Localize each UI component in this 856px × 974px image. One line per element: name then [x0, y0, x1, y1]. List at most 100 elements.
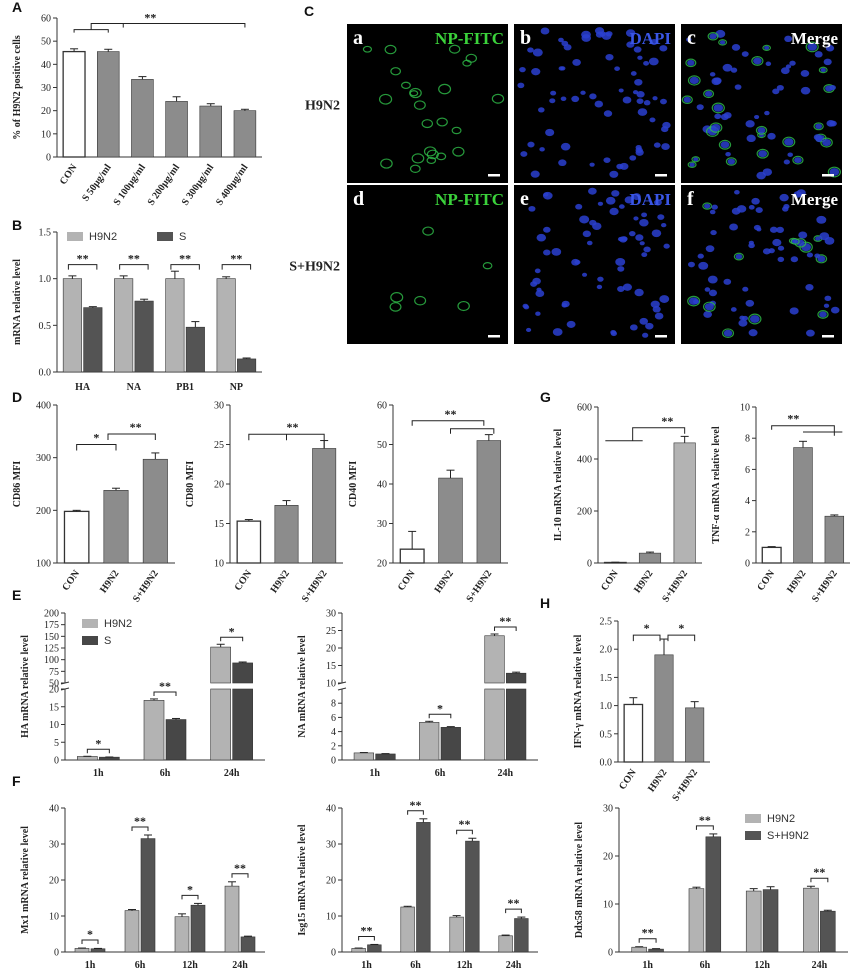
np-stain: [413, 100, 426, 110]
x-tick-label: S 100μg/ml: [112, 162, 148, 207]
bar: [631, 946, 647, 953]
bar: [236, 520, 262, 564]
nucleus: [755, 207, 763, 213]
nucleus: [558, 37, 564, 43]
nucleus: [687, 59, 695, 66]
y-tick-label: 0.0: [600, 758, 613, 769]
nucleus: [783, 159, 790, 165]
x-tick-label: 24h: [812, 960, 828, 971]
nucleus: [625, 29, 636, 37]
nucleus: [575, 203, 583, 210]
nucleus: [634, 288, 644, 297]
y-tick-label: 0.5: [39, 321, 52, 332]
x-tick-label: H9N2: [98, 568, 121, 595]
nucleus: [614, 66, 620, 71]
bar: [506, 688, 527, 761]
x-tick-label: CON: [58, 162, 80, 187]
y-tick-label: 30: [326, 840, 336, 851]
nucleus: [742, 315, 749, 321]
np-stain: [762, 44, 772, 52]
nucleus: [594, 100, 604, 108]
nucleus: [571, 258, 580, 266]
nucleus: [693, 299, 700, 305]
np-stain: [414, 295, 427, 306]
bar: [514, 918, 529, 953]
y-axis-label: HA mRNA relative level: [20, 635, 31, 738]
np-stain: [815, 254, 828, 264]
x-tick-label: 1h: [369, 768, 380, 779]
significance-marker: *: [187, 882, 193, 896]
bar: [143, 700, 165, 761]
significance-bracket: [90, 23, 246, 30]
nucleus: [543, 226, 551, 233]
significance-marker: *: [437, 701, 443, 715]
chart-F2: 0 10 20 30 40 Isg15 mRNA relative level 1h 6h 12…: [297, 798, 538, 971]
nucleus: [801, 243, 812, 252]
nucleus: [582, 230, 592, 238]
y-tick-label: 0: [745, 559, 750, 570]
tile-label: DAPI: [629, 190, 671, 209]
x-tick-label: H9N2: [646, 767, 669, 794]
y-axis-label: CD40 MFI: [348, 461, 359, 507]
np-stain: [436, 117, 448, 127]
y-tick-label: 1.0: [600, 701, 613, 712]
nucleus: [558, 66, 565, 71]
y-tick-label: 60: [377, 401, 387, 412]
panel-label-E: E: [12, 587, 21, 603]
bar: [62, 50, 86, 158]
x-tick-label: 24h: [232, 960, 248, 971]
np-stain: [423, 146, 437, 157]
significance-marker: **: [77, 252, 89, 266]
significance-bracket: [76, 444, 117, 451]
nucleus: [764, 110, 770, 116]
nucleus: [729, 223, 738, 231]
y-tick-label: 40: [326, 804, 336, 815]
significance-bracket: [221, 264, 252, 270]
y-tick-label: 20: [603, 852, 613, 863]
nucleus: [769, 226, 778, 233]
y-tick-label: 5: [54, 738, 59, 749]
tile-letter: f: [687, 188, 694, 210]
nucleus: [746, 134, 756, 143]
significance-marker: **: [699, 813, 711, 827]
nucleus: [708, 289, 718, 297]
y-axis-label: Ddx58 mRNA relative level: [574, 822, 585, 938]
nucleus: [654, 199, 662, 206]
bar: [419, 722, 440, 761]
micrograph-background: [347, 185, 508, 344]
nucleus: [796, 239, 805, 247]
nucleus: [626, 41, 635, 48]
nucleus: [639, 317, 649, 325]
y-tick-label: 20: [377, 559, 387, 570]
y-axis-label: CD80 MFI: [185, 461, 196, 507]
significance-marker: **: [642, 926, 654, 940]
nucleus: [659, 98, 667, 105]
significance-marker: **: [508, 896, 520, 910]
nucleus: [714, 113, 722, 120]
x-tick-label: 6h: [700, 960, 711, 971]
micrograph-tile: a NP-FITC: [347, 24, 508, 183]
nucleus: [830, 306, 840, 314]
y-tick-label: 4: [331, 727, 336, 738]
bar: [224, 885, 240, 953]
nucleus: [790, 256, 799, 263]
significance-bracket: [181, 894, 199, 900]
nucleus: [580, 90, 586, 95]
np-stain: [817, 310, 829, 319]
nucleus: [520, 151, 528, 157]
bar: [237, 358, 257, 373]
x-tick-label: 12h: [457, 960, 473, 971]
significance-bracket: [771, 425, 835, 436]
y-tick-label: 0: [331, 756, 336, 767]
nucleus: [536, 233, 547, 242]
nucleus: [517, 82, 525, 89]
bar: [484, 635, 505, 684]
nucleus: [787, 152, 793, 157]
panel-label-G: G: [540, 389, 551, 405]
significance-bracket: [107, 433, 156, 440]
y-tick-label: 50: [41, 37, 51, 48]
x-tick-label: 12h: [754, 960, 770, 971]
bar: [484, 688, 505, 761]
significance-bracket: [358, 935, 375, 941]
significance-marker: **: [661, 414, 673, 428]
